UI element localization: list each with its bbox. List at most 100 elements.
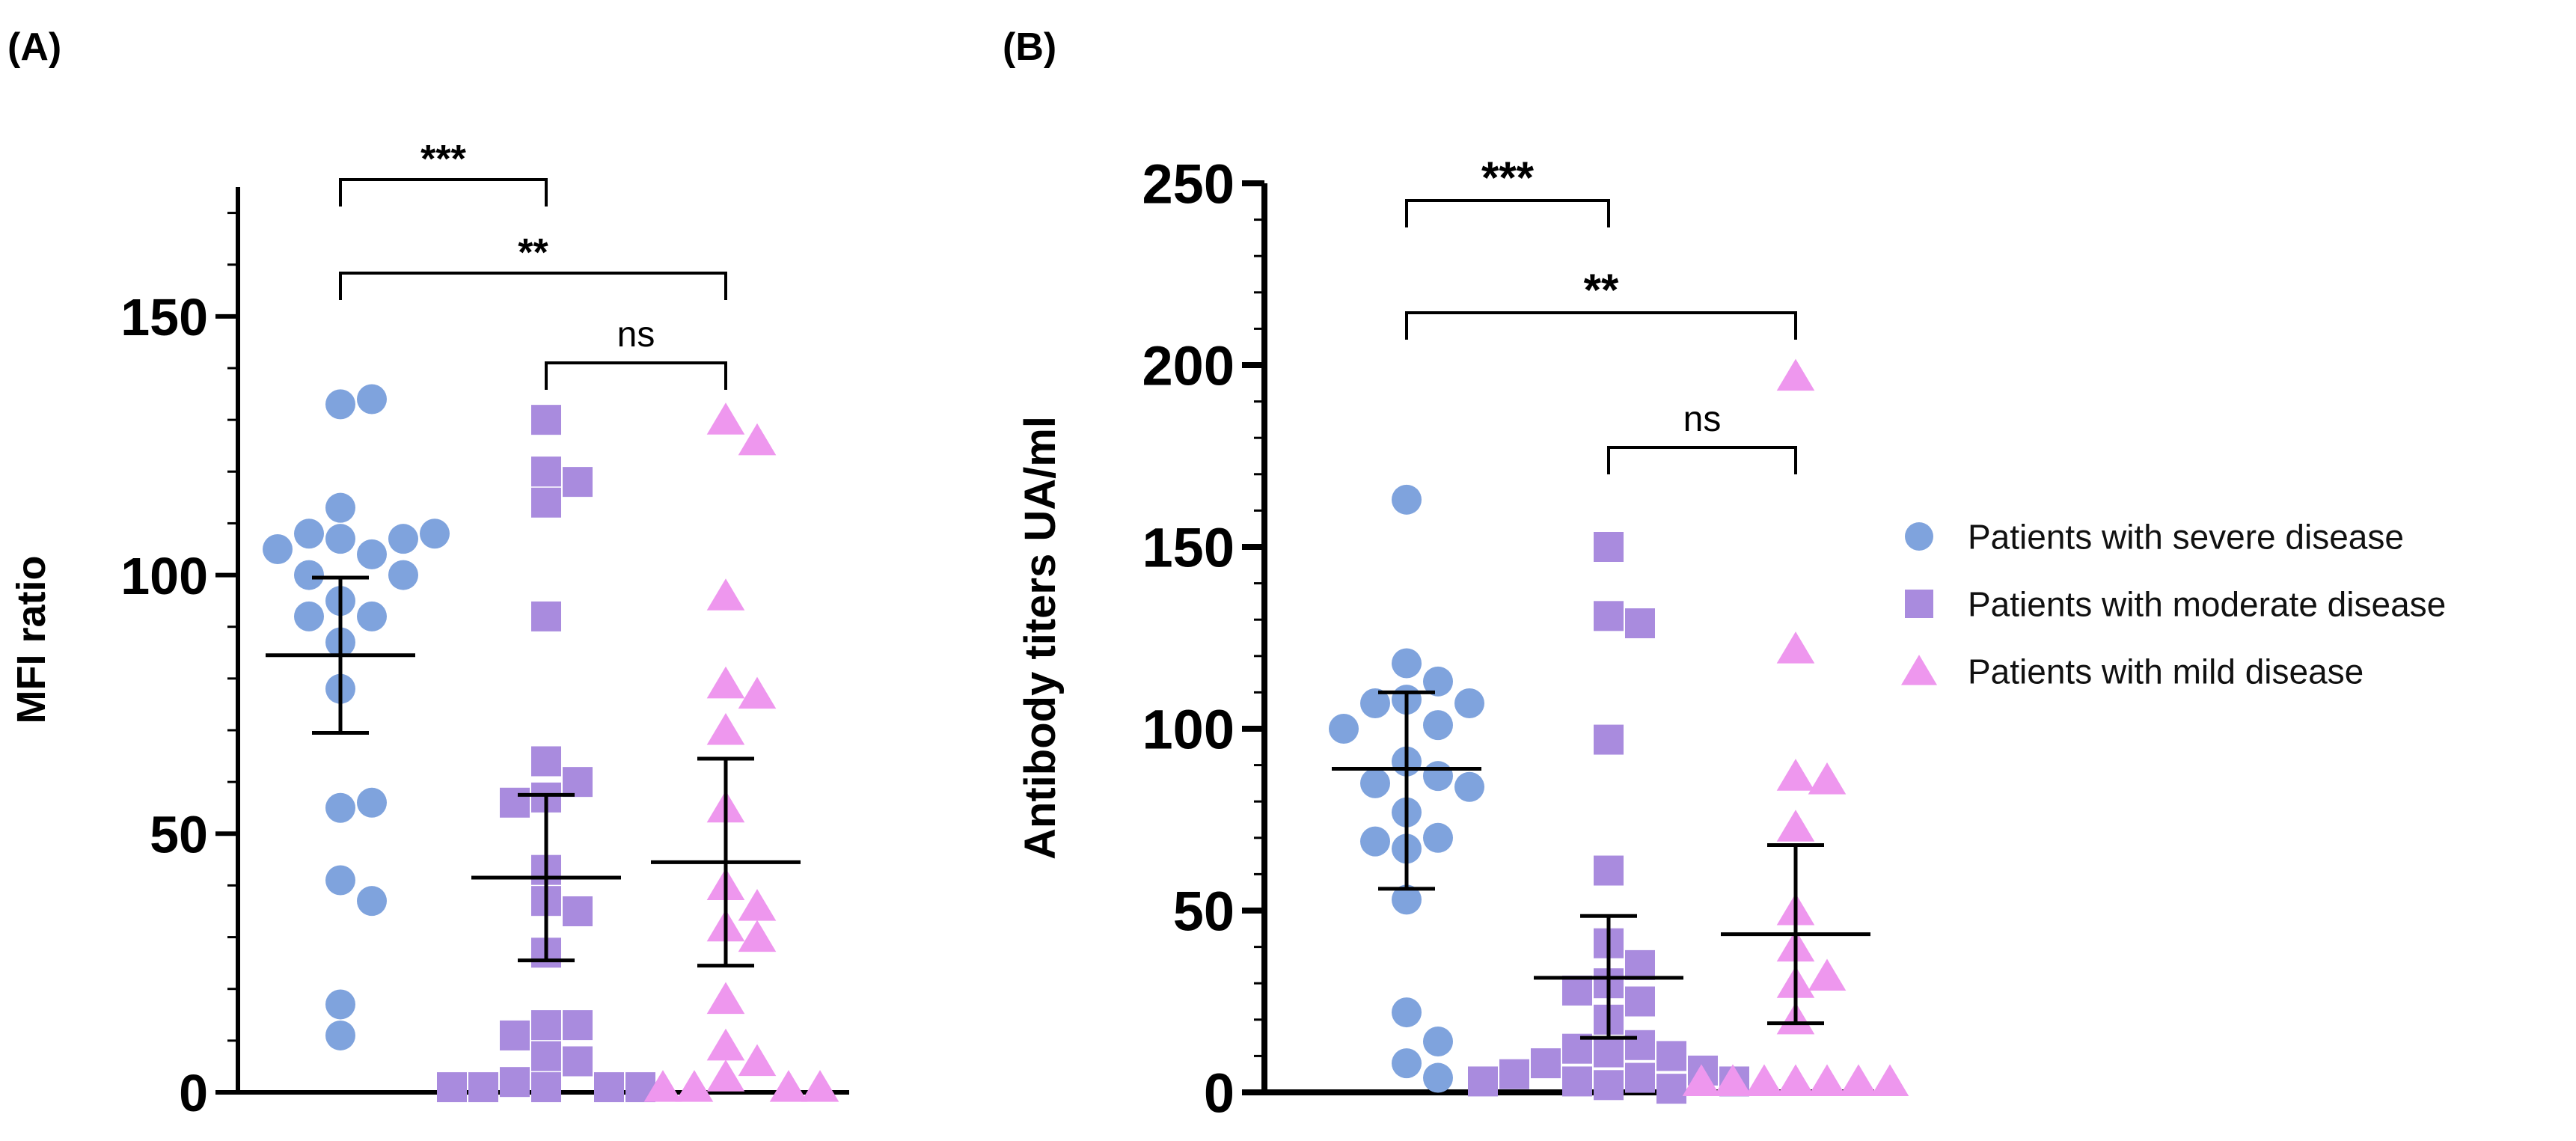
legend-marker-mild: [1900, 655, 1938, 685]
data-point-severe: [325, 524, 355, 554]
data-point-mild: [1776, 759, 1815, 791]
data-point-severe: [357, 539, 387, 569]
data-point-moderate: [531, 456, 561, 487]
legend-label-severe: Patients with severe disease: [1968, 518, 2404, 557]
data-point-moderate: [531, 746, 561, 777]
y-tick-label: 200: [1142, 335, 1235, 397]
data-point-moderate: [1562, 1066, 1592, 1097]
significance-label: ***: [420, 138, 466, 181]
data-point-severe: [325, 865, 355, 896]
data-point-moderate: [1594, 724, 1624, 755]
data-point-moderate: [531, 487, 561, 518]
data-point-moderate: [563, 1010, 593, 1041]
data-point-mild: [706, 982, 745, 1015]
data-point-severe: [1423, 1062, 1453, 1093]
data-point-mild: [801, 1070, 839, 1102]
legend: Patients with severe disease Patients wit…: [1900, 518, 2446, 691]
data-point-mild: [738, 920, 777, 952]
panel-b: (B) 0 50 100 150 200 250 Antibody titers UA/ml *…: [1003, 25, 1909, 1125]
data-point-moderate: [531, 601, 561, 631]
data-point-severe: [1423, 822, 1453, 853]
data-point-mild: [1808, 762, 1847, 795]
data-point-moderate: [1625, 986, 1655, 1017]
data-point-severe: [388, 560, 418, 590]
data-point-moderate: [437, 1072, 467, 1103]
data-point-severe: [1360, 688, 1390, 718]
y-tick-label: 150: [1142, 517, 1235, 579]
y-axis-label: Antibody titers UA/ml: [1016, 416, 1065, 860]
legend-label-moderate: Patients with moderate disease: [1968, 585, 2446, 624]
data-point-severe: [357, 384, 387, 415]
data-point-moderate: [1656, 1041, 1686, 1071]
data-point-mild: [706, 578, 745, 611]
data-point-mild: [738, 1044, 777, 1077]
data-point-moderate: [563, 467, 593, 498]
data-point-moderate: [1594, 601, 1624, 631]
data-point-severe: [294, 560, 324, 590]
data-point-mild: [1839, 1064, 1878, 1096]
data-point-moderate: [500, 1067, 530, 1098]
data-point-moderate: [1594, 855, 1624, 886]
data-point-mild: [1682, 1064, 1721, 1096]
series-severe: [263, 384, 450, 1050]
data-point-severe: [294, 519, 324, 549]
data-point-moderate: [1625, 608, 1655, 639]
data-point-moderate: [531, 405, 561, 435]
data-point-severe: [325, 989, 355, 1020]
data-point-moderate: [1562, 975, 1592, 1006]
series-mild: [1682, 358, 1909, 1096]
y-tick-label: 100: [1142, 699, 1235, 761]
data-point-moderate: [531, 1072, 561, 1103]
data-point-mild: [706, 666, 745, 699]
significance-bracket: [1607, 446, 1797, 474]
data-point-moderate: [500, 787, 530, 818]
data-point-severe: [1392, 884, 1422, 915]
data-point-mild: [675, 1070, 714, 1102]
significance-label: **: [1584, 265, 1619, 315]
significance-bracket: [1405, 311, 1797, 340]
y-tick-label: 0: [179, 1064, 208, 1122]
data-point-moderate: [1531, 1048, 1561, 1079]
significance-label: ns: [1683, 400, 1722, 439]
data-point-severe: [1392, 1048, 1422, 1079]
significance-bracket: [545, 361, 727, 390]
significance-label: **: [518, 231, 548, 275]
significance-label: ***: [1481, 153, 1535, 203]
y-tick-label: 0: [1204, 1062, 1235, 1125]
data-point-mild: [1713, 1064, 1752, 1096]
data-point-severe: [1392, 484, 1422, 515]
y-tick-label: 100: [120, 547, 208, 605]
data-point-moderate: [531, 1041, 561, 1071]
data-point-severe: [294, 601, 324, 631]
panel-label: (A): [7, 25, 61, 69]
significance-label: ns: [617, 315, 655, 355]
data-point-severe: [1360, 768, 1390, 798]
data-point-severe: [325, 389, 355, 420]
data-point-mild: [706, 1059, 745, 1092]
legend-marker-severe: [1905, 522, 1933, 551]
data-point-mild: [769, 1070, 808, 1102]
significance-bracket: [1405, 199, 1610, 227]
significance-bracket: [339, 272, 727, 300]
data-point-mild: [1776, 631, 1815, 664]
data-point-moderate: [1594, 1037, 1624, 1068]
data-point-severe: [1392, 997, 1422, 1028]
data-point-moderate: [1625, 1030, 1655, 1060]
y-tick-label: 50: [1173, 881, 1235, 943]
data-point-mild: [1745, 1064, 1784, 1096]
data-point-severe: [1423, 1026, 1453, 1056]
data-point-moderate: [1625, 949, 1655, 980]
legend-label-mild: Patients with mild disease: [1968, 652, 2364, 691]
data-point-mild: [1776, 358, 1815, 391]
data-point-mild: [738, 423, 777, 456]
data-point-moderate: [563, 767, 593, 798]
data-point-severe: [325, 492, 355, 523]
data-point-mild: [706, 403, 745, 435]
data-point-severe: [263, 534, 293, 564]
data-point-moderate: [1594, 1070, 1624, 1101]
data-point-severe: [357, 787, 387, 818]
data-point-severe: [1329, 714, 1359, 744]
data-point-severe: [1423, 710, 1453, 741]
data-point-severe: [1454, 688, 1484, 718]
